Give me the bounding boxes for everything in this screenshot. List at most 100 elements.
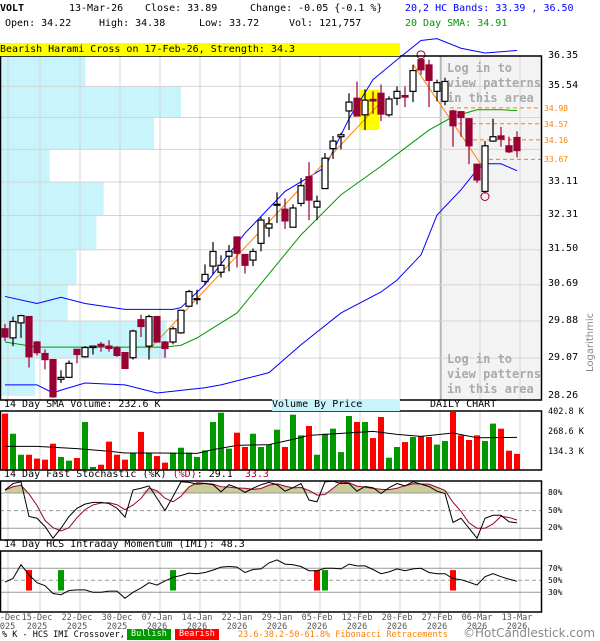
volume-bar [226,448,232,470]
candle-bearish [401,94,409,98]
volume-bar [138,431,144,470]
candle-bearish [49,358,57,398]
marked-high-circle [416,50,426,60]
volume-bar [114,454,120,470]
price-axis-label: 35.54 [548,80,579,92]
candle-bearish [25,315,33,358]
candle-bullish [209,250,217,267]
date-axis-label: 22-Jan 2026 [221,613,253,632]
volume-bar [346,416,352,470]
volume-bar [490,423,496,470]
login-overlay-top[interactable]: Log in to view patterns in this area [447,61,541,105]
trend-line [148,101,382,351]
candle-bearish [113,346,121,356]
date-axis-label: 14-Jan 2026 [181,613,213,632]
stochastic-overbought-fill [5,482,517,493]
imi-crossover-bullish [58,570,64,591]
fibonacci-level-label: 33.67 [544,155,569,165]
legend-bearish: Bearish [175,629,219,640]
candle-bullish [249,250,257,261]
volume-bar [10,433,16,470]
volume-by-price-bar [1,56,86,87]
volume-bar [154,456,160,470]
volume-axis-label: 134.3 K [548,447,584,457]
candle-bullish [297,185,305,205]
volume-bar [434,444,440,470]
volume-bar [290,414,296,470]
date-axis-label: 20-Feb 2026 [381,613,413,632]
lower-band-line [5,163,518,394]
imi-panel-title: 14 Day HCS Intraday Momentum (IMI): 48.3 [4,539,245,550]
candle-bullish [57,376,65,380]
volume-bar [74,458,80,470]
scale-label: Logarithmic [585,312,596,372]
candle-bearish [449,110,457,127]
volume-bar [338,452,344,470]
price-axis-label: 30.69 [548,278,579,290]
date-axis-label: 05-Feb 2026 [301,613,333,632]
candle-bearish [473,163,481,181]
candle-bearish [417,59,425,71]
volume-axis-label: 402.8 K [548,407,584,417]
volume-bar [274,429,280,470]
volume-bar [362,421,368,470]
candle-bearish [105,345,113,350]
price-axis-label: 31.50 [548,243,579,255]
candle-bullish [273,203,281,206]
price-axis-label: 32.31 [548,209,579,221]
volume-bar [2,413,8,470]
quote-date: 13-Mar-26 [69,3,124,14]
stochastic-k-line [4,480,518,540]
login-overlay-bottom[interactable]: Log in to view patterns in this area [447,352,541,396]
volume-bar [322,433,328,470]
candle-bullish [345,101,353,112]
imi-crossover-bearish [450,570,456,591]
candle-bearish [505,145,513,153]
volume-bar [234,432,240,470]
volume-bar [218,412,224,470]
candle-bearish [377,92,385,115]
stochastic-d-line [4,481,518,532]
volume-bar [50,443,56,470]
price-axis-label: 29.88 [548,314,579,326]
fibonacci-level-label: 34.57 [544,119,569,129]
volume-panel-border [0,410,543,471]
volume-bar [442,441,448,470]
volume-bar [178,447,184,470]
volume-bar [474,435,480,470]
candle-bullish [17,315,25,324]
stochastic-panel-title: 14 Day Fast Stochastic (%K) (%D): 29.1 3… [4,469,269,480]
volume-bar [26,454,32,470]
volume-bar [170,452,176,470]
candle-bullish [385,98,393,116]
open-price: Open: 34.22 [5,18,72,29]
volume-by-price-bar [1,149,50,183]
volume-bar [194,456,200,470]
pattern-banner[interactable]: Bearish Harami Cross on 17-Feb-26, Stren… [0,43,400,56]
candle-bearish [513,136,521,152]
volume-bar [370,438,376,470]
hc-bands-readout: 20,2 HC Bands: 33.39 , 36.50 [405,3,574,14]
volume-bar [418,436,424,470]
volume-bar [466,439,472,470]
candle-bullish [81,346,89,358]
date-axis-label: 12-Feb 2026 [341,613,373,632]
volume-bar [386,457,392,470]
candle-bearish [41,352,49,361]
legend-bullish: Bullish [127,629,171,640]
candle-bullish [329,140,337,150]
imi-crossover-bearish [314,570,320,591]
volume-bar [282,446,288,470]
volume-bar [258,446,264,470]
high-price: High: 34.38 [99,18,166,29]
candle-bearish [121,352,129,370]
copyright-link[interactable]: ©HotCandlestick.com [463,626,596,640]
volume-bar [426,437,432,470]
ticker-symbol: VOLT [0,3,25,14]
volume-bar [18,454,24,470]
legend-fibonacci: 23.6-38.2-50-61.8% Fibonacci Retracement… [238,630,448,640]
volume-bar [130,452,136,470]
fibonacci-level-label: 34.16 [544,135,569,145]
imi-crossover-bullish [170,570,176,591]
